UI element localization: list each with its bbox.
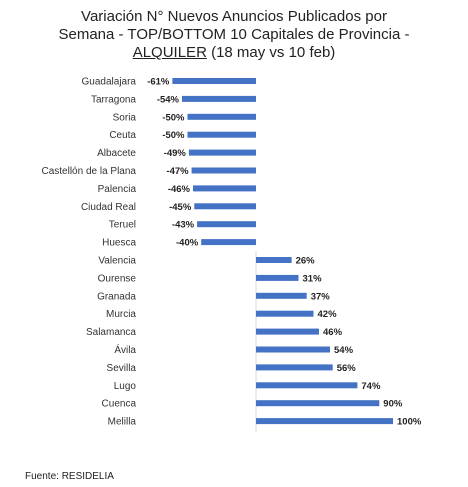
- category-label-11: Ourense: [98, 273, 137, 284]
- data-label-5: -47%: [166, 166, 189, 177]
- bar-4: [188, 149, 256, 156]
- data-label-14: 46%: [323, 327, 343, 338]
- data-label-13: 42%: [318, 309, 338, 320]
- data-label-9: -40%: [176, 238, 199, 249]
- category-label-19: Melilla: [108, 417, 137, 428]
- source-note: Fuente: RESIDELIA: [25, 471, 114, 482]
- chart-title: Variación N° Nuevos Anuncios Publicados …: [0, 8, 468, 62]
- bar-15: [256, 346, 330, 353]
- title-rest: (18 may vs 10 feb): [206, 44, 336, 61]
- data-label-10: 26%: [296, 256, 316, 267]
- category-label-3: Ceuta: [109, 130, 136, 141]
- category-label-6: Palencia: [98, 184, 137, 195]
- data-label-17: 74%: [361, 381, 381, 392]
- bar-13: [256, 310, 314, 317]
- bar-19: [256, 418, 393, 425]
- data-label-12: 37%: [311, 291, 331, 302]
- data-label-0: -61%: [147, 77, 170, 88]
- bar-8: [197, 221, 256, 228]
- category-label-4: Albacete: [97, 148, 136, 159]
- bar-10: [256, 257, 292, 263]
- data-label-15: 54%: [334, 345, 354, 356]
- title-line-3: ALQUILER (18 may vs 10 feb): [0, 44, 468, 62]
- data-label-7: -45%: [169, 202, 192, 213]
- data-label-8: -43%: [172, 220, 195, 231]
- bar-18: [256, 400, 380, 407]
- category-label-2: Soria: [113, 112, 137, 123]
- bar-3: [187, 131, 256, 138]
- bar-14: [256, 328, 319, 335]
- data-label-3: -50%: [162, 130, 185, 141]
- bar-11: [256, 274, 299, 281]
- bar-7: [194, 203, 256, 210]
- bar-12: [256, 292, 307, 299]
- category-label-14: Salamanca: [86, 327, 136, 338]
- category-label-17: Lugo: [114, 381, 137, 392]
- data-label-2: -50%: [162, 112, 185, 123]
- bar-9: [201, 239, 256, 246]
- category-label-0: Guadalajara: [82, 77, 137, 88]
- category-label-9: Huesca: [102, 238, 136, 249]
- title-underlined: ALQUILER: [132, 44, 207, 61]
- bar-5: [191, 167, 256, 174]
- bar-2: [187, 113, 256, 120]
- category-label-13: Murcia: [106, 309, 136, 320]
- category-label-8: Teruel: [109, 220, 136, 231]
- category-label-12: Granada: [97, 291, 136, 302]
- data-label-11: 31%: [303, 273, 323, 284]
- bar-0: [172, 78, 256, 84]
- category-label-7: Ciudad Real: [81, 202, 136, 213]
- bar-6: [193, 185, 256, 192]
- bar-16: [256, 364, 333, 371]
- data-label-6: -46%: [168, 184, 191, 195]
- title-line-1: Variación N° Nuevos Anuncios Publicados …: [81, 8, 387, 25]
- bar-1: [182, 95, 256, 102]
- data-label-18: 90%: [383, 399, 403, 410]
- title-line-2: Semana - TOP/BOTTOM 10 Capitales de Prov…: [58, 26, 410, 43]
- category-label-18: Cuenca: [102, 399, 137, 410]
- data-label-19: 100%: [397, 417, 422, 428]
- category-label-15: Ávila: [114, 343, 136, 356]
- data-label-1: -54%: [157, 94, 180, 105]
- category-label-10: Valencia: [98, 256, 136, 267]
- category-label-5: Castellón de la Plana: [41, 166, 136, 177]
- data-label-4: -49%: [164, 148, 187, 159]
- category-label-1: Tarragona: [91, 94, 136, 105]
- data-label-16: 56%: [337, 363, 357, 374]
- category-label-16: Sevilla: [107, 363, 137, 374]
- bar-17: [256, 382, 358, 389]
